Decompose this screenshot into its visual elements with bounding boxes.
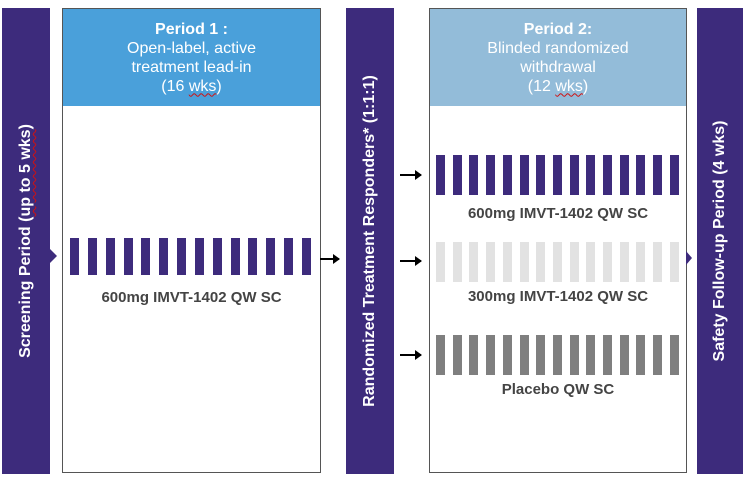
period1-to-randomization-arrow-icon (320, 254, 340, 264)
arm3-dose-stripe (519, 335, 529, 375)
arm2-label: 300mg IMVT-1402 QW SC (467, 288, 649, 305)
arm3-dose-stripe (502, 335, 512, 375)
period1-line2: treatment lead-in (131, 58, 252, 76)
randomized-responders-label: Randomized Treatment Responders* (1:1:1) (361, 75, 378, 407)
arm1-dosing-stripes (436, 155, 679, 195)
arm2-dose-stripe (452, 242, 462, 282)
period1-header: Period 1 : Open-label, active treatment … (63, 9, 320, 106)
period1-dose-stripe (105, 238, 115, 275)
arm1-dose-stripe (569, 155, 579, 195)
arm1-dose-stripe (536, 155, 546, 195)
period1-dose-stripe (123, 238, 133, 275)
arm3-dose-stripe (536, 335, 546, 375)
arm3-dose-stripe (603, 335, 613, 375)
arm2-dosing-stripes (436, 242, 679, 282)
period2-duration: (12 wks) (527, 77, 589, 95)
period1-dose-stripe (284, 238, 294, 275)
arm3-label: Placebo QW SC (501, 381, 615, 398)
randomized-responders-bar: Randomized Treatment Responders* (1:1:1) (346, 8, 394, 474)
arm1-dose-stripe (519, 155, 529, 195)
arm1-arrow-icon (400, 170, 422, 180)
period1-dose-stripe (141, 238, 151, 275)
screening-period-bar: Screening Period (up to 5 wks) (2, 8, 50, 474)
period1-title: Period 1 : (155, 20, 228, 38)
arm2-dose-stripe (469, 242, 479, 282)
arm2-dose-stripe (603, 242, 613, 282)
period2-line1: Blinded randomized (487, 39, 629, 57)
arm3-dose-stripe (452, 335, 462, 375)
arm3-dose-stripe (653, 335, 663, 375)
arm2-dose-stripe (586, 242, 596, 282)
arm1-dose-stripe (619, 155, 629, 195)
period2-line2: withdrawal (520, 58, 596, 76)
arm2-dose-stripe (502, 242, 512, 282)
period1-dose-stripe (266, 238, 276, 275)
period1-dose-stripe (301, 238, 311, 275)
period1-panel: Period 1 : Open-label, active treatment … (62, 8, 321, 473)
period1-dose-stripe (230, 238, 240, 275)
arm2-dose-stripe (519, 242, 529, 282)
safety-follow-up-label: Safety Follow-up Period (4 wks) (711, 120, 728, 362)
arm3-dose-stripe (436, 335, 445, 375)
arm1-dose-stripe (603, 155, 613, 195)
arm2-dose-stripe (436, 242, 445, 282)
arm3-dose-stripe (636, 335, 646, 375)
arm2-dose-stripe (669, 242, 679, 282)
period1-dose-stripe (159, 238, 169, 275)
arm2-dose-stripe (653, 242, 663, 282)
period1-dose-stripe (177, 238, 187, 275)
arm3-dose-stripe (552, 335, 562, 375)
arm2-dose-stripe (552, 242, 562, 282)
arm1-dose-stripe (469, 155, 479, 195)
period2-exit-arrow-icon (686, 251, 692, 265)
screening-period-label: Screening Period (up to 5 wks) (17, 124, 34, 358)
arm1-dose-stripe (452, 155, 462, 195)
period1-dose-stripe (248, 238, 258, 275)
arm1-label: 600mg IMVT-1402 QW SC (467, 205, 649, 222)
period1-line1: Open-label, active (127, 39, 256, 57)
period2-panel: Period 2: Blinded randomized withdrawal … (429, 8, 687, 473)
period1-arm-label: 600mg IMVT-1402 QW SC (101, 289, 282, 306)
arm2-dose-stripe (536, 242, 546, 282)
arm3-arrow-icon (400, 350, 422, 360)
period1-dose-stripe (87, 238, 97, 275)
arm1-dose-stripe (653, 155, 663, 195)
arm3-dose-stripe (619, 335, 629, 375)
arm2-dose-stripe (486, 242, 496, 282)
arm1-dose-stripe (586, 155, 596, 195)
arm2-dose-stripe (619, 242, 629, 282)
period2-header: Period 2: Blinded randomized withdrawal … (430, 9, 686, 106)
arm2-dose-stripe (636, 242, 646, 282)
period1-dose-stripe (212, 238, 222, 275)
arm1-dose-stripe (436, 155, 445, 195)
arm1-dose-stripe (502, 155, 512, 195)
arm3-dosing-stripes (436, 335, 679, 375)
arm1-dose-stripe (669, 155, 679, 195)
period1-duration: (16 wks) (161, 77, 222, 95)
arm2-dose-stripe (569, 242, 579, 282)
arm1-dose-stripe (636, 155, 646, 195)
safety-follow-up-bar: Safety Follow-up Period (4 wks) (697, 8, 743, 474)
period2-title: Period 2: (523, 20, 593, 38)
arm3-dose-stripe (569, 335, 579, 375)
screening-arrow-icon (50, 249, 57, 263)
arm3-dose-stripe (586, 335, 596, 375)
arm3-dose-stripe (669, 335, 679, 375)
period1-dose-stripe (70, 238, 79, 275)
arm1-dose-stripe (552, 155, 562, 195)
arm3-dose-stripe (469, 335, 479, 375)
arm1-dose-stripe (486, 155, 496, 195)
arm2-arrow-icon (400, 256, 422, 266)
period1-dose-stripe (194, 238, 204, 275)
period1-dosing-stripes (70, 238, 311, 275)
arm3-dose-stripe (486, 335, 496, 375)
